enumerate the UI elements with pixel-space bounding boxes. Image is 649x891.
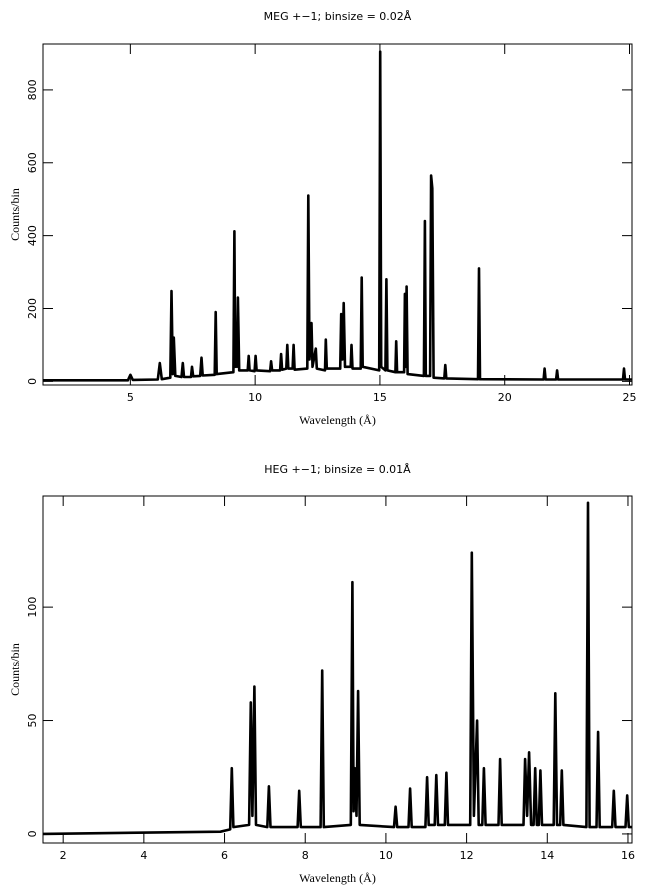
x-tick-label: 5 <box>127 391 134 404</box>
x-tick-label: 2 <box>60 849 67 862</box>
y-tick-label: 0 <box>26 378 39 385</box>
spectrum-line <box>43 50 632 382</box>
chart-title: MEG +−1; binsize = 0.02Å <box>264 10 412 23</box>
x-tick-label: 25 <box>623 391 637 404</box>
x-tick-label: 16 <box>621 849 635 862</box>
y-tick-label: 50 <box>26 714 39 728</box>
x-tick-label: 12 <box>460 849 474 862</box>
y-axis-label: Counts/bin <box>8 188 22 241</box>
x-tick-label: 14 <box>540 849 554 862</box>
y-tick-label: 600 <box>26 152 39 173</box>
y-tick-label: 100 <box>26 597 39 618</box>
y-tick-label: 200 <box>26 298 39 319</box>
y-axis-label: Counts/bin <box>8 643 22 696</box>
x-tick-label: 10 <box>248 391 262 404</box>
x-tick-label: 10 <box>379 849 393 862</box>
spectrum-line <box>42 501 632 836</box>
x-tick-label: 20 <box>498 391 512 404</box>
x-axis-label: Wavelength (Å) <box>299 413 376 427</box>
x-tick-label: 8 <box>302 849 309 862</box>
x-axis-label: Wavelength (Å) <box>299 871 376 885</box>
y-tick-label: 400 <box>26 225 39 246</box>
chart-title: HEG +−1; binsize = 0.01Å <box>264 463 411 476</box>
x-tick-label: 6 <box>221 849 228 862</box>
plot-frame <box>42 43 633 386</box>
x-tick-label: 15 <box>373 391 387 404</box>
y-tick-label: 800 <box>26 79 39 100</box>
y-tick-label: 0 <box>26 830 39 837</box>
plot-frame <box>42 495 633 844</box>
x-tick-label: 4 <box>140 849 147 862</box>
